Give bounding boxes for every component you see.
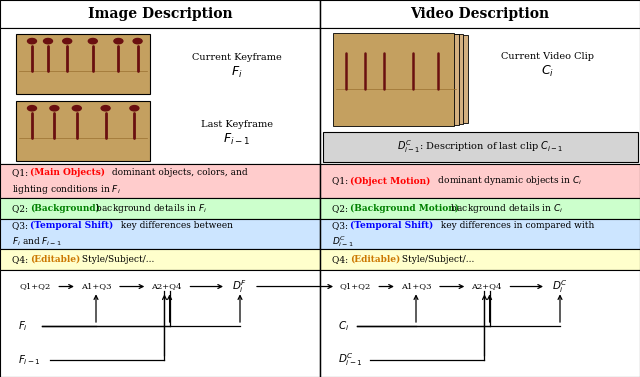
Text: Image Description: Image Description xyxy=(88,7,232,21)
Text: (Temporal Shift): (Temporal Shift) xyxy=(30,221,113,230)
Text: Current Keyframe: Current Keyframe xyxy=(192,53,282,61)
Text: Q3:: Q3: xyxy=(12,221,30,230)
Bar xyxy=(0,249,320,270)
Circle shape xyxy=(88,38,97,44)
Text: background details in $C_i$: background details in $C_i$ xyxy=(448,202,563,215)
Bar xyxy=(333,33,454,126)
Bar xyxy=(0,198,320,219)
Text: $D^F_i$: $D^F_i$ xyxy=(232,278,248,295)
Text: Style/Subject/...: Style/Subject/... xyxy=(79,255,155,264)
Bar xyxy=(337,34,459,125)
Circle shape xyxy=(130,106,139,111)
Text: dominant objects, colors, and: dominant objects, colors, and xyxy=(109,168,248,177)
Text: (Editable): (Editable) xyxy=(30,255,81,264)
Bar xyxy=(323,132,638,162)
Text: (Background Motion): (Background Motion) xyxy=(350,204,459,213)
Bar xyxy=(320,198,640,219)
Text: $F_{i-1}$: $F_{i-1}$ xyxy=(18,353,41,367)
Text: $D^C_{i-1}$: Description of last clip $C_{i-1}$: $D^C_{i-1}$: Description of last clip $C… xyxy=(397,138,564,155)
Circle shape xyxy=(28,38,36,44)
Text: Q3:: Q3: xyxy=(332,221,350,230)
Text: lighting conditions in $F_i$: lighting conditions in $F_i$ xyxy=(12,183,120,196)
Text: key differences between: key differences between xyxy=(118,221,234,230)
Text: (Main Objects): (Main Objects) xyxy=(30,168,105,177)
Bar xyxy=(0,0,320,28)
Text: Q1:: Q1: xyxy=(12,168,31,177)
Text: Current Video Clip: Current Video Clip xyxy=(500,52,594,61)
Bar xyxy=(320,249,640,270)
Bar xyxy=(342,34,463,124)
Text: A2+Q4: A2+Q4 xyxy=(471,282,502,291)
Text: (Editable): (Editable) xyxy=(350,255,401,264)
Text: $D^C_{i-1}$: $D^C_{i-1}$ xyxy=(332,234,353,250)
Bar xyxy=(320,0,640,28)
Bar xyxy=(16,101,150,161)
Bar xyxy=(0,164,320,198)
Bar xyxy=(320,219,640,249)
Text: $C_i$: $C_i$ xyxy=(338,319,349,333)
Circle shape xyxy=(72,106,81,111)
Bar xyxy=(0,28,320,164)
Text: A1+Q3: A1+Q3 xyxy=(81,282,111,291)
Text: Q1:: Q1: xyxy=(332,176,351,185)
Text: Style/Subject/...: Style/Subject/... xyxy=(399,255,475,264)
Text: (Object Motion): (Object Motion) xyxy=(350,176,431,185)
Bar xyxy=(320,270,640,377)
Text: Video Description: Video Description xyxy=(410,7,550,21)
Circle shape xyxy=(28,106,36,111)
Circle shape xyxy=(133,38,142,44)
Bar xyxy=(320,164,640,198)
Text: $F_{i-1}$: $F_{i-1}$ xyxy=(223,132,250,147)
Text: background details in $F_i$: background details in $F_i$ xyxy=(93,202,207,215)
Text: $F_i$: $F_i$ xyxy=(18,319,28,333)
Circle shape xyxy=(44,38,52,44)
Text: (Background): (Background) xyxy=(30,204,100,213)
Text: $C_i$: $C_i$ xyxy=(541,64,554,79)
Text: A2+Q4: A2+Q4 xyxy=(151,282,182,291)
Bar xyxy=(320,28,640,164)
Text: key differences in compared with: key differences in compared with xyxy=(438,221,595,230)
Bar xyxy=(0,270,320,377)
Text: A1+Q3: A1+Q3 xyxy=(401,282,431,291)
Text: Q4:: Q4: xyxy=(12,255,31,264)
Circle shape xyxy=(50,106,59,111)
Text: $F_i$ and $F_{i-1}$: $F_i$ and $F_{i-1}$ xyxy=(12,236,61,248)
Text: Q4:: Q4: xyxy=(332,255,351,264)
Text: dominant dynamic objects in $C_i$: dominant dynamic objects in $C_i$ xyxy=(435,175,582,187)
Text: Q1+Q2: Q1+Q2 xyxy=(340,282,371,291)
Text: $D^C_i$: $D^C_i$ xyxy=(552,278,568,295)
Text: $D^C_{i-1}$: $D^C_{i-1}$ xyxy=(338,352,363,368)
Circle shape xyxy=(114,38,123,44)
Text: (Temporal Shift): (Temporal Shift) xyxy=(350,221,433,230)
Bar xyxy=(0,219,320,249)
Circle shape xyxy=(63,38,72,44)
Text: Q2:: Q2: xyxy=(12,204,30,213)
Bar xyxy=(16,34,150,94)
Text: Last Keyframe: Last Keyframe xyxy=(201,120,273,129)
Bar xyxy=(346,35,468,123)
Text: Q2:: Q2: xyxy=(332,204,350,213)
Circle shape xyxy=(101,106,110,111)
Text: $F_i$: $F_i$ xyxy=(231,64,243,80)
Text: Q1+Q2: Q1+Q2 xyxy=(20,282,51,291)
